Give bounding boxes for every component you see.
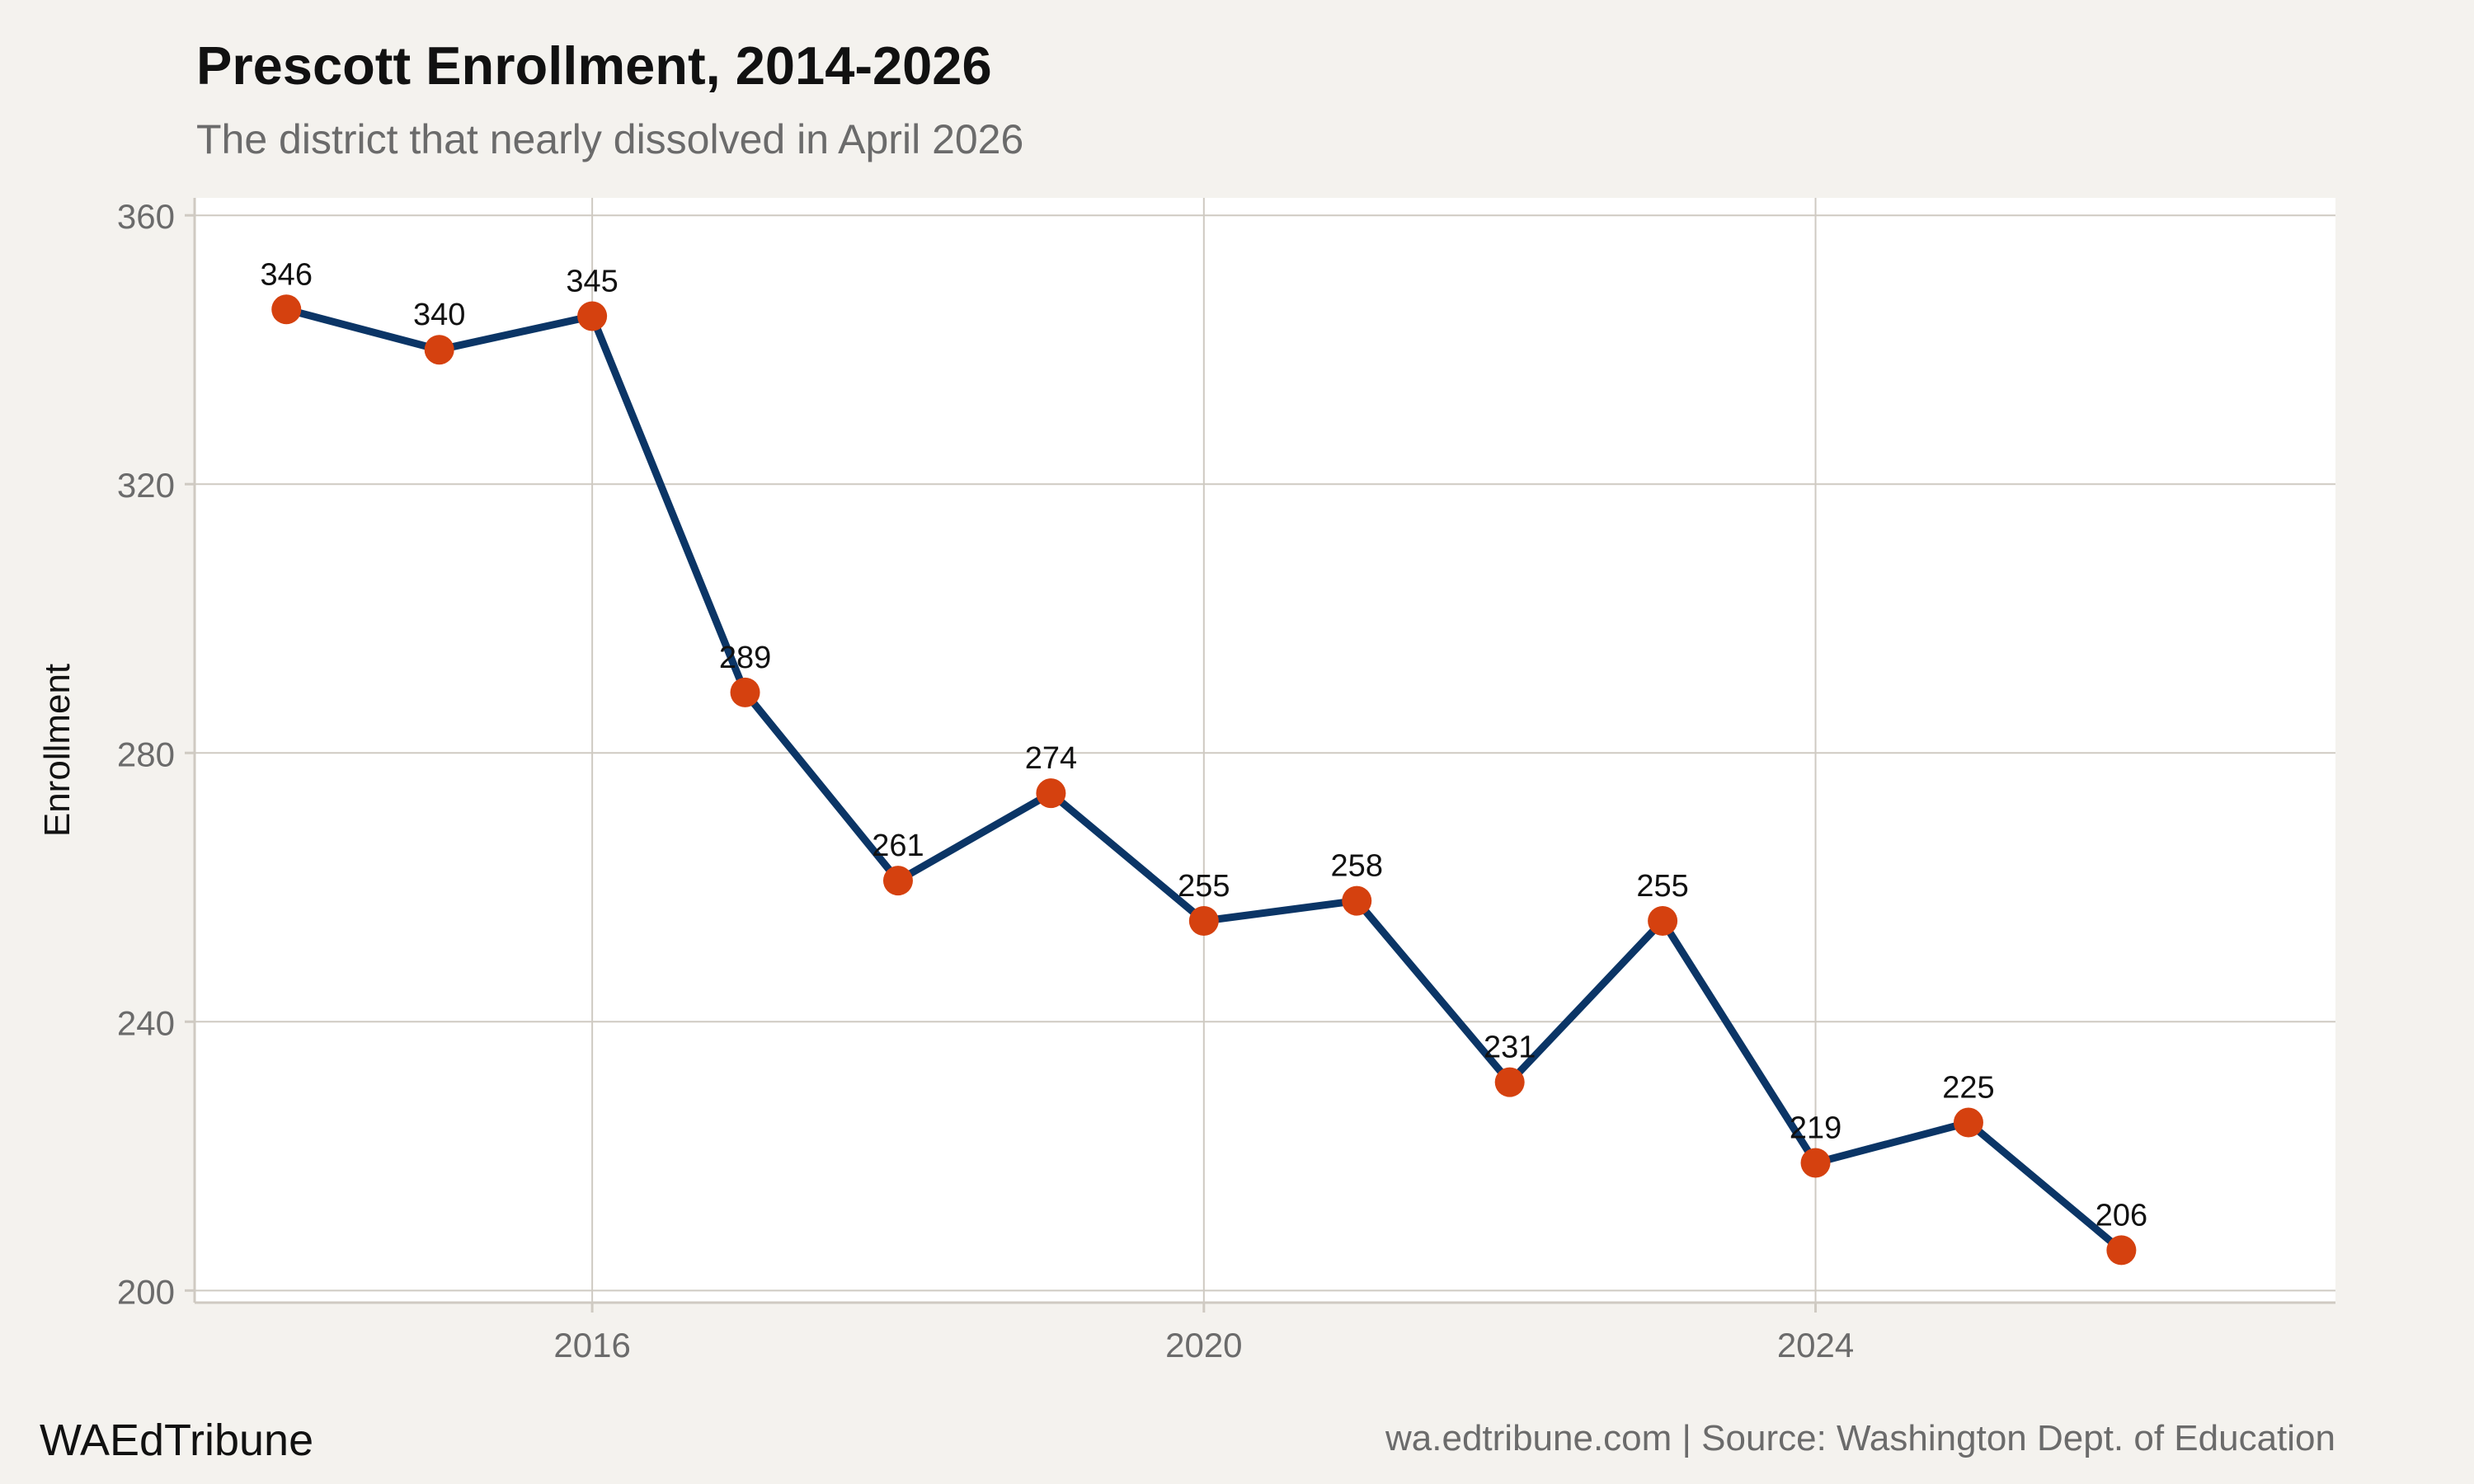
data-point — [882, 866, 913, 896]
data-label: 345 — [566, 264, 618, 298]
x-tick-label: 2024 — [1777, 1326, 1854, 1364]
chart-subtitle: The district that nearly dissolved in Ap… — [196, 116, 1024, 162]
data-label: 255 — [1178, 869, 1230, 904]
plot-panel — [195, 198, 2335, 1303]
y-tick-label: 360 — [117, 197, 175, 236]
y-tick-label: 200 — [117, 1272, 175, 1311]
data-point — [1800, 1148, 1831, 1178]
brand-name: WAEdTribune — [40, 1416, 314, 1465]
data-point — [1953, 1107, 1983, 1138]
series-layer — [271, 294, 2137, 1266]
data-point — [1188, 906, 1219, 937]
data-point — [1342, 885, 1372, 916]
y-tick-label: 320 — [117, 466, 175, 505]
data-label: 225 — [1942, 1071, 1994, 1106]
y-axis-title: Enrollment — [37, 664, 78, 837]
data-label: 274 — [1025, 741, 1077, 776]
source-credit: wa.edtribune.com | Source: Washington De… — [1385, 1418, 2335, 1458]
y-tick-label: 280 — [117, 735, 175, 773]
data-point — [1648, 906, 1678, 937]
data-label: 340 — [413, 298, 465, 332]
x-tick-label: 2020 — [1165, 1326, 1242, 1364]
grid-layer — [195, 198, 2335, 1303]
data-label: 219 — [1790, 1111, 1841, 1145]
data-label: 346 — [261, 257, 313, 292]
y-tick-label: 240 — [117, 1003, 175, 1042]
axis-layer: 200 240 280 320 360 2016 2020 2024 — [117, 197, 2335, 1364]
data-label: 261 — [872, 829, 924, 863]
data-label: 231 — [1484, 1031, 1536, 1065]
data-point — [1036, 778, 1066, 809]
data-point — [271, 294, 302, 325]
data-point — [577, 301, 608, 331]
data-point — [730, 677, 760, 707]
chart-title: Prescott Enrollment, 2014-2026 — [196, 35, 992, 96]
data-point — [424, 335, 454, 365]
x-tick-label: 2016 — [553, 1326, 630, 1364]
data-label: 258 — [1331, 849, 1383, 884]
data-point — [1494, 1067, 1525, 1097]
data-label: 255 — [1636, 869, 1688, 904]
data-point — [2106, 1235, 2137, 1266]
data-label-layer: 346 340 345 289 261 274 255 258 231 255 219 225 206 — [261, 257, 2148, 1233]
data-label: 206 — [2095, 1198, 2147, 1233]
data-label: 289 — [719, 641, 771, 675]
